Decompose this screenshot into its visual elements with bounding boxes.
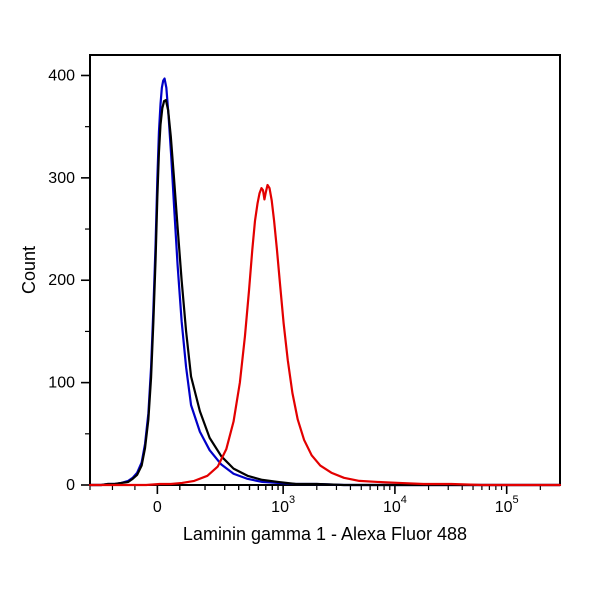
series-stained (90, 185, 560, 485)
x-tick-label: 0 (153, 499, 162, 516)
y-axis-label: Count (19, 246, 39, 294)
x-axis-label: Laminin gamma 1 - Alexa Fluor 488 (183, 524, 467, 544)
x-tick-label: 103 (271, 494, 295, 516)
y-tick-label: 100 (48, 375, 75, 392)
y-tick-label: 400 (48, 67, 75, 84)
y-tick-label: 300 (48, 170, 75, 187)
x-tick-label: 105 (495, 494, 519, 516)
y-tick-label: 0 (66, 477, 75, 494)
y-tick-label: 200 (48, 272, 75, 289)
x-tick-label: 104 (383, 494, 407, 516)
series-unstained (90, 100, 560, 485)
flow-cytometry-histogram: 0 100 200 300 400 0 103 104 105 Count Laminin ga… (0, 0, 600, 600)
